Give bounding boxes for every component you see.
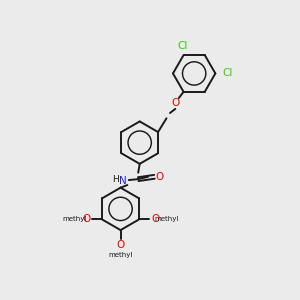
Text: methyl: methyl [154, 217, 178, 223]
Text: O: O [156, 172, 164, 182]
Text: Cl: Cl [223, 68, 233, 78]
Text: N: N [119, 176, 127, 186]
Text: H: H [112, 175, 119, 184]
Text: O: O [116, 240, 125, 250]
Text: O: O [82, 214, 90, 224]
Text: methyl: methyl [108, 252, 133, 258]
Text: methyl: methyl [63, 217, 87, 223]
Text: O: O [171, 98, 179, 108]
Text: O: O [151, 214, 159, 224]
Text: Cl: Cl [177, 41, 187, 51]
